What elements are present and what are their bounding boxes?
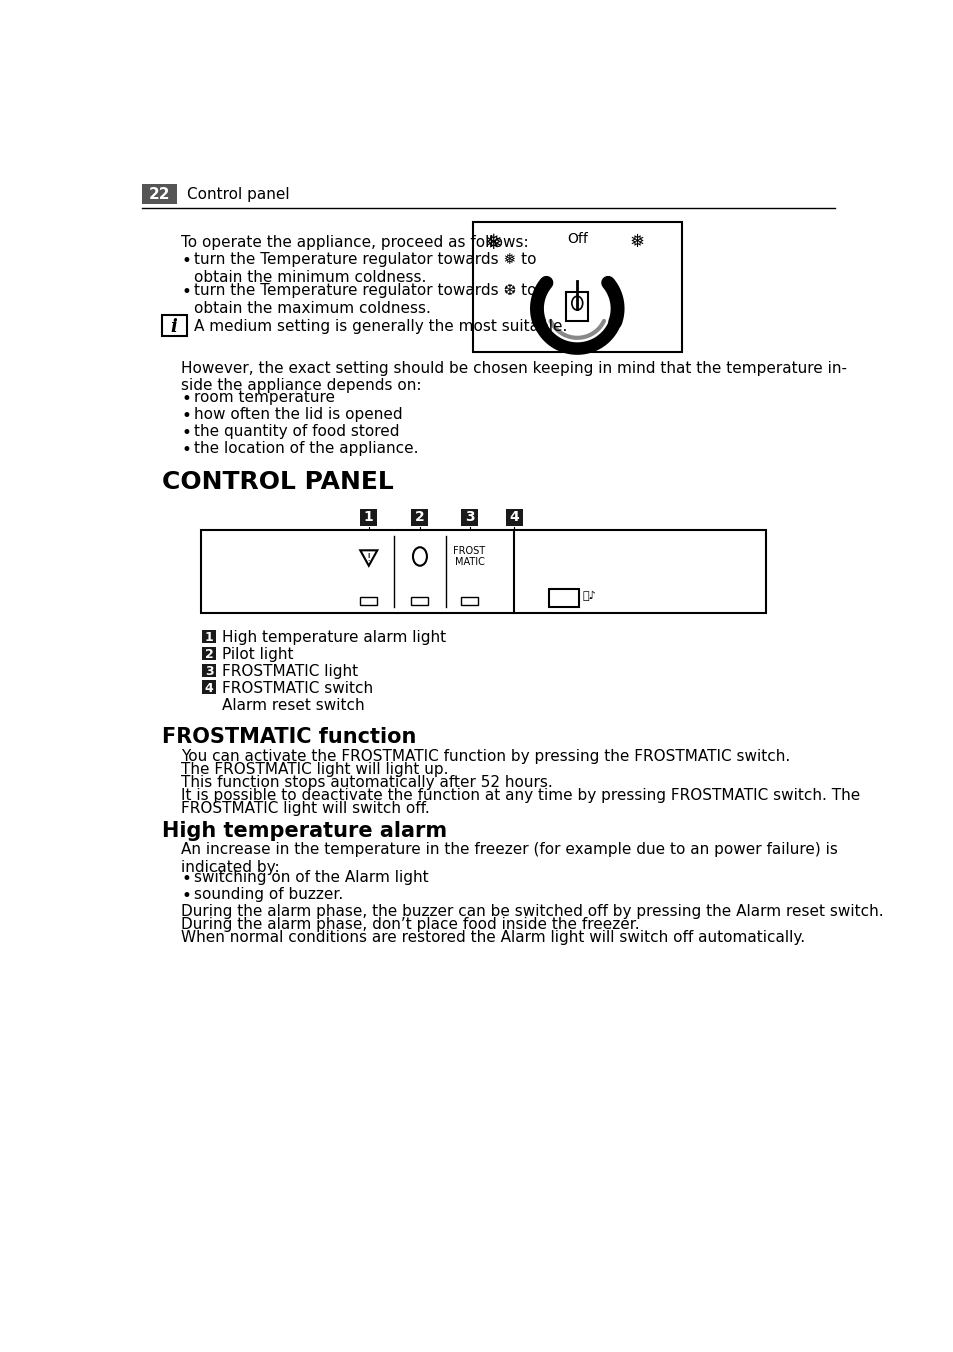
Text: However, the exact setting should be chosen keeping in mind that the temperature: However, the exact setting should be cho… [181, 361, 846, 393]
Text: Pilot light: Pilot light [221, 648, 293, 662]
FancyBboxPatch shape [460, 508, 477, 526]
Text: sounding of buzzer.: sounding of buzzer. [193, 887, 342, 902]
Text: During the alarm phase, the buzzer can be switched off by pressing the Alarm res: During the alarm phase, the buzzer can b… [181, 903, 882, 919]
Text: the quantity of food stored: the quantity of food stored [193, 425, 398, 439]
Text: 1: 1 [205, 631, 213, 644]
Text: 4: 4 [205, 681, 213, 695]
Text: When normal conditions are restored the Alarm light will switch off automaticall: When normal conditions are restored the … [181, 930, 804, 945]
Text: FROSTMATIC function: FROSTMATIC function [162, 727, 416, 748]
Text: An increase in the temperature in the freezer (for example due to an power failu: An increase in the temperature in the fr… [181, 842, 838, 875]
Text: 2: 2 [415, 510, 424, 525]
Text: ⏵♪: ⏵♪ [582, 591, 596, 600]
Text: This function stops automatically after 52 hours.: This function stops automatically after … [181, 775, 553, 790]
Text: !: ! [366, 553, 371, 562]
Text: room temperature: room temperature [193, 391, 335, 406]
Text: 3: 3 [205, 665, 213, 679]
Text: turn the Temperature regulator towards ❆ to
obtain the maximum coldness.: turn the Temperature regulator towards ❆… [193, 283, 536, 315]
Text: •: • [181, 441, 191, 458]
Text: how often the lid is opened: how often the lid is opened [193, 407, 402, 422]
Text: •: • [181, 283, 191, 301]
FancyBboxPatch shape [360, 508, 377, 526]
FancyBboxPatch shape [202, 646, 216, 660]
FancyBboxPatch shape [142, 184, 176, 204]
FancyBboxPatch shape [566, 292, 587, 320]
Text: High temperature alarm: High temperature alarm [162, 821, 447, 841]
Text: FROSTMATIC light: FROSTMATIC light [221, 664, 357, 679]
Text: 3: 3 [464, 510, 474, 525]
Text: 22: 22 [149, 187, 171, 201]
Text: the location of the appliance.: the location of the appliance. [193, 441, 417, 456]
FancyBboxPatch shape [202, 630, 216, 642]
Text: i: i [171, 318, 177, 335]
FancyBboxPatch shape [162, 315, 187, 337]
Text: •: • [181, 869, 191, 888]
Text: High temperature alarm light: High temperature alarm light [221, 630, 445, 645]
Text: turn the Temperature regulator towards ❅ to
obtain the minimum coldness.: turn the Temperature regulator towards ❅… [193, 253, 536, 285]
Text: Alarm reset switch: Alarm reset switch [221, 698, 364, 713]
FancyBboxPatch shape [411, 508, 428, 526]
FancyBboxPatch shape [411, 596, 428, 604]
Text: FROST
MATIC: FROST MATIC [453, 546, 485, 568]
FancyBboxPatch shape [460, 596, 477, 604]
Text: Off: Off [566, 231, 587, 246]
FancyBboxPatch shape [202, 664, 216, 676]
Text: ❅: ❅ [483, 233, 501, 253]
FancyBboxPatch shape [505, 508, 522, 526]
Text: •: • [181, 391, 191, 408]
FancyBboxPatch shape [202, 680, 216, 694]
Text: •: • [181, 407, 191, 425]
FancyBboxPatch shape [549, 589, 578, 607]
Text: To operate the appliance, proceed as follows:: To operate the appliance, proceed as fol… [181, 235, 528, 250]
Text: CONTROL PANEL: CONTROL PANEL [162, 470, 394, 495]
Text: Control panel: Control panel [187, 187, 290, 201]
Text: 4: 4 [509, 510, 518, 525]
FancyBboxPatch shape [360, 596, 377, 604]
Ellipse shape [413, 548, 427, 565]
Text: switching on of the Alarm light: switching on of the Alarm light [193, 869, 428, 884]
Ellipse shape [571, 296, 582, 310]
FancyBboxPatch shape [472, 222, 681, 352]
Text: You can activate the FROSTMATIC function by pressing the FROSTMATIC switch.: You can activate the FROSTMATIC function… [181, 749, 790, 764]
Text: •: • [181, 887, 191, 904]
Text: During the alarm phase, don’t place food inside the freezer.: During the alarm phase, don’t place food… [181, 917, 639, 932]
Text: FROSTMATIC switch: FROSTMATIC switch [221, 681, 373, 696]
Text: •: • [181, 253, 191, 270]
Text: 2: 2 [205, 648, 213, 661]
Text: The FROSTMATIC light will light up.: The FROSTMATIC light will light up. [181, 763, 448, 777]
Text: ❅: ❅ [629, 233, 644, 251]
Text: FROSTMATIC light will switch off.: FROSTMATIC light will switch off. [181, 802, 430, 817]
Text: 1: 1 [363, 510, 374, 525]
FancyBboxPatch shape [200, 530, 765, 614]
Text: It is possible to deactivate the function at any time by pressing FROSTMATIC swi: It is possible to deactivate the functio… [181, 788, 860, 803]
Text: •: • [181, 425, 191, 442]
Text: A medium setting is generally the most suitable.: A medium setting is generally the most s… [193, 319, 566, 334]
